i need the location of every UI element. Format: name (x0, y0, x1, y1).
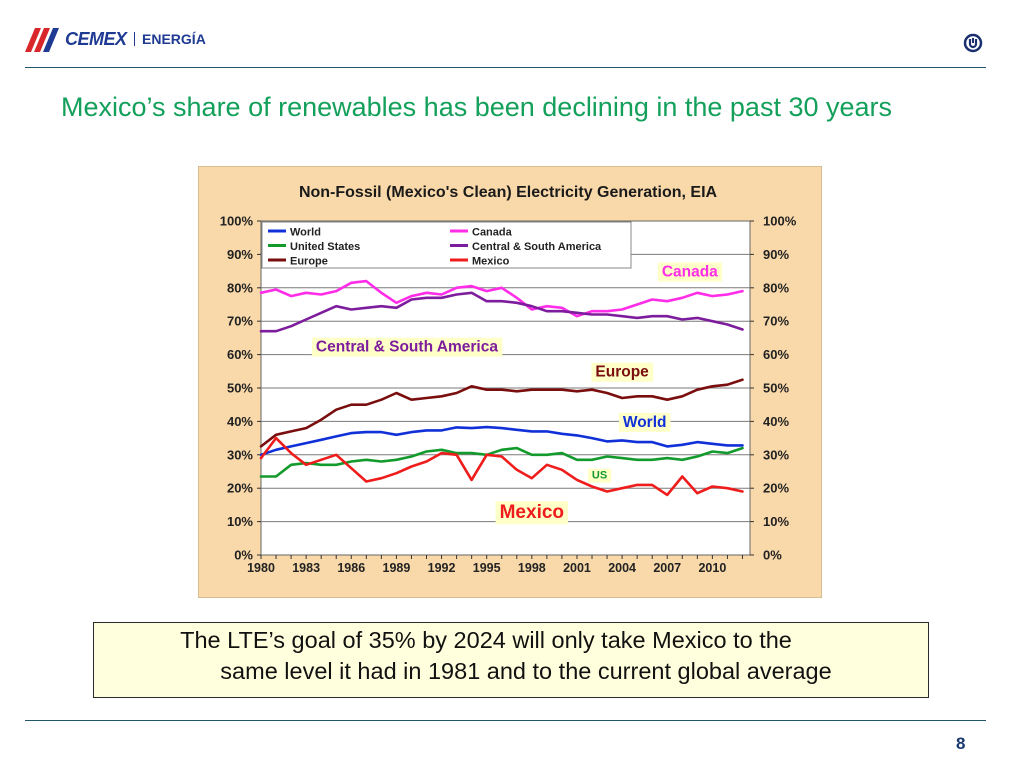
annotation-world: World (618, 412, 671, 432)
annotation-label: Europe (595, 364, 649, 381)
series-line-canada (259, 279, 744, 318)
callout-line-1: The LTE’s goal of 35% by 2024 will only … (180, 627, 792, 653)
y-tick-label: 100% (220, 214, 254, 229)
slide-title: Mexico’s share of renewables has been de… (61, 92, 893, 122)
y-axis-right: 0% 10% 20% 30% 40% 50% 60% 70% 80% 90% 100% (750, 214, 797, 563)
legend-box (261, 221, 632, 269)
legend-label: Europe (290, 256, 328, 268)
y-tick-label: 70% (227, 314, 253, 329)
y-tick-label: 70% (763, 314, 789, 329)
annotation-label: World (623, 414, 667, 431)
x-tick-label: 2007 (653, 561, 681, 575)
cemex-logo-mark-icon (25, 28, 59, 52)
annotation-bg (587, 468, 612, 483)
power-icon (963, 33, 983, 53)
series-line-europe (259, 378, 744, 448)
series-line-central-south-america (259, 291, 744, 333)
x-tick-label: 1989 (383, 561, 411, 575)
y-tick-label: 0% (763, 548, 782, 563)
x-tick-label: 1980 (247, 561, 275, 575)
annotation-europe: Europe (591, 362, 654, 382)
legend-label: Mexico (472, 256, 510, 268)
annotation-label: Mexico (500, 502, 564, 523)
series-line-world (259, 425, 744, 457)
annotation-label: US (592, 470, 607, 482)
legend-label: World (290, 227, 321, 239)
annotation-bg (495, 501, 569, 525)
footer-rule (25, 720, 986, 721)
x-tick-label: 1986 (337, 561, 365, 575)
line-chart: Non-Fossil (Mexico's Clean) Electricity … (197, 165, 823, 599)
y-tick-label: 100% (763, 214, 797, 229)
y-tick-label: 80% (763, 280, 789, 295)
y-tick-label: 60% (227, 347, 253, 362)
legend-label: Central & South America (472, 241, 602, 253)
y-tick-label: 10% (227, 514, 253, 529)
y-tick-label: 90% (763, 247, 789, 262)
x-tick-label: 1992 (428, 561, 456, 575)
chart-annotations: Canada Central & South America Europe World… (311, 262, 723, 525)
x-tick-label: 1995 (473, 561, 501, 575)
y-tick-label: 0% (234, 548, 253, 563)
x-tick-label: 1998 (518, 561, 546, 575)
y-axis-left: 0% 10% 20% 30% 40% 50% 60% 70% 80% 90% 100% (220, 214, 261, 563)
y-tick-label: 40% (227, 414, 253, 429)
x-tick-label: 2004 (608, 561, 636, 575)
y-tick-label: 50% (227, 381, 253, 396)
callout-line-2: same level it had in 1981 and to the cur… (220, 658, 832, 684)
y-tick-label: 60% (763, 347, 789, 362)
cemex-logo[interactable]: CEMEX ENERGÍA (25, 25, 206, 53)
annotation-label: Central & South America (316, 339, 498, 356)
brand-name: CEMEX (65, 28, 127, 49)
y-tick-label: 20% (763, 481, 789, 496)
chart-legend: World Canada United States Central & South … (261, 221, 632, 269)
chart-title: Non-Fossil (Mexico's Clean) Electricity … (299, 184, 718, 201)
annotation-bg (311, 337, 503, 357)
x-tick-label: 2010 (698, 561, 726, 575)
series-line-mexico (259, 436, 744, 497)
header-rule (25, 67, 986, 68)
callout-box: The LTE’s goal of 35% by 2024 will only … (93, 622, 929, 698)
y-tick-label: 30% (763, 447, 789, 462)
annotation-label: Canada (662, 264, 718, 281)
series-lines (259, 279, 744, 497)
chart-panel: Non-Fossil (Mexico's Clean) Electricity … (197, 165, 823, 599)
annotation-bg (591, 362, 654, 382)
y-tick-label: 80% (227, 280, 253, 295)
page-number: 8 (956, 734, 966, 753)
annotation-mexico: Mexico (495, 501, 569, 525)
y-tick-label: 30% (227, 447, 253, 462)
y-tick-label: 40% (763, 414, 789, 429)
division-name: ENERGÍA (142, 31, 206, 47)
annotation-us: US (587, 468, 612, 483)
x-tick-label: 2001 (563, 561, 591, 575)
annotation-bg (657, 262, 723, 282)
y-tick-label: 90% (227, 247, 253, 262)
x-tick-label: 1983 (292, 561, 320, 575)
legend-label: United States (290, 241, 360, 253)
y-tick-label: 10% (763, 514, 789, 529)
annotation-bg (618, 412, 671, 432)
legend-label: Canada (472, 227, 513, 239)
series-line-united-states (259, 446, 744, 478)
y-tick-label: 20% (227, 481, 253, 496)
annotation-central-south-america: Central & South America (311, 337, 503, 357)
logo-divider (133, 32, 136, 46)
x-axis: 1980 1983 1986 1989 1992 1995 1998 2001 2004 2007… (247, 555, 743, 575)
y-tick-label: 50% (763, 381, 789, 396)
annotation-canada: Canada (657, 262, 723, 282)
